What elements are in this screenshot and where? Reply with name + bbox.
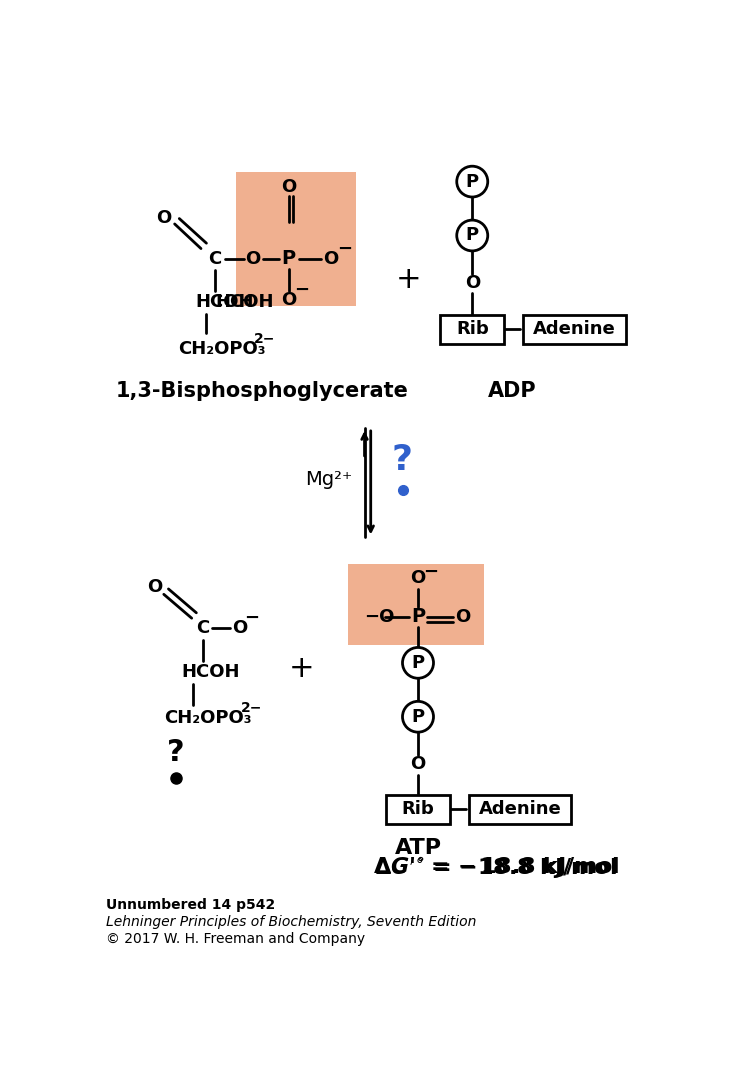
Text: P: P [465,226,479,244]
Text: +: + [289,654,314,683]
Text: Rib: Rib [402,800,434,819]
Circle shape [457,220,488,251]
Text: −: − [295,281,309,299]
Text: O: O [411,569,426,587]
Text: −: − [337,239,352,257]
Text: ADP: ADP [488,381,536,401]
FancyBboxPatch shape [386,795,450,824]
Text: P: P [411,654,425,672]
Text: ?: ? [392,444,413,477]
Text: P: P [411,607,425,626]
Text: 1,3-Bisphosphoglycerate: 1,3-Bisphosphoglycerate [115,381,408,401]
Text: +: + [396,265,422,294]
Circle shape [403,701,434,732]
Circle shape [457,166,488,197]
Text: Unnumbered 14 p542: Unnumbered 14 p542 [107,898,276,912]
Text: O: O [465,275,480,292]
Text: $\bf{\Delta}$$\bfit{G}$$\bf{'^{\circ} = -18.8\ kJ/mol}$: $\bf{\Delta}$$\bfit{G}$$\bf{'^{\circ} = … [373,856,619,881]
FancyBboxPatch shape [236,171,356,306]
Text: ?: ? [167,739,185,768]
Text: Lehninger Principles of Biochemistry, Seventh Edition: Lehninger Principles of Biochemistry, Se… [107,915,477,929]
Text: CH₂OPO₃: CH₂OPO₃ [164,710,252,727]
Text: O: O [245,250,260,267]
Text: CH₂OPO₃: CH₂OPO₃ [178,339,265,358]
FancyBboxPatch shape [469,795,571,824]
FancyBboxPatch shape [349,564,484,645]
Text: ATP: ATP [394,838,442,857]
Text: −: − [423,563,438,581]
Text: C: C [209,250,221,267]
Text: O: O [455,607,471,626]
Text: Mg²⁺: Mg²⁺ [305,470,352,489]
Text: O: O [147,578,162,597]
Text: O: O [232,619,247,638]
Text: O: O [281,178,296,196]
Text: $\Delta G'^{\circ}$ = −18.8 kJ/mol: $\Delta G'^{\circ}$ = −18.8 kJ/mol [375,856,617,881]
Text: O: O [281,291,296,309]
FancyBboxPatch shape [440,314,504,344]
Text: Adenine: Adenine [479,800,562,819]
FancyBboxPatch shape [523,314,626,344]
Text: HCOH: HCOH [181,663,240,681]
Text: 2−: 2− [254,332,275,346]
Text: C: C [196,619,209,638]
Text: 2−: 2− [240,701,262,715]
Text: Adenine: Adenine [534,321,616,338]
Text: P: P [411,708,425,726]
Text: Rib: Rib [456,321,488,338]
Text: P: P [465,172,479,191]
Text: HCOH: HCOH [215,294,274,311]
Text: HCOH: HCOH [195,294,254,311]
Text: −: − [245,610,260,627]
Text: −O: −O [364,607,394,626]
Text: © 2017 W. H. Freeman and Company: © 2017 W. H. Freeman and Company [107,933,366,947]
Text: O: O [323,250,339,267]
Circle shape [403,647,434,679]
Text: O: O [411,755,426,773]
Text: P: P [281,249,296,268]
Text: O: O [156,209,172,227]
